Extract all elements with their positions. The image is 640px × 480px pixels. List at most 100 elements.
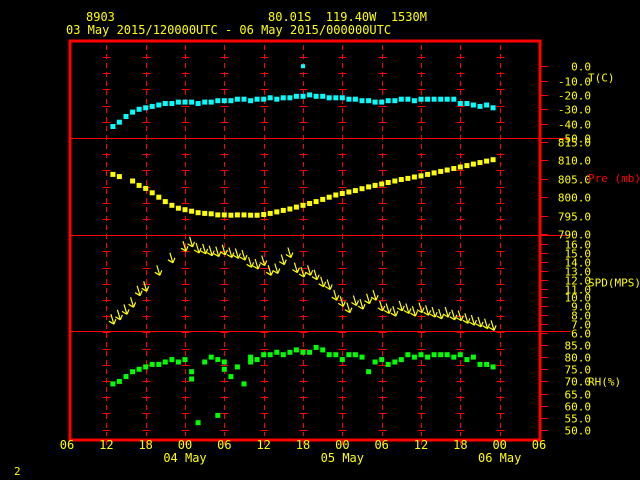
wind-arrow-glyph — [213, 246, 222, 258]
wind-arrow-glyph — [442, 306, 451, 318]
y-tick-label: 65.0 — [565, 389, 592, 402]
data-point — [320, 347, 326, 353]
data-point — [175, 205, 181, 211]
wind-arrow-glyph — [115, 309, 123, 321]
y-tick-label: 80.0 — [565, 352, 592, 365]
data-point — [307, 92, 313, 98]
wind-arrow-glyph — [429, 306, 438, 318]
wind-arrow — [259, 255, 268, 267]
x-tick-label: 00 — [335, 438, 349, 452]
panel-label-relative_humidity: RH(%) — [588, 376, 621, 389]
wind-arrow — [462, 313, 471, 324]
data-point — [254, 357, 260, 363]
data-point — [267, 352, 273, 358]
data-point — [359, 98, 365, 104]
wind-arrow-glyph — [239, 249, 248, 261]
data-point — [457, 101, 463, 106]
wind-arrow-glyph — [475, 316, 484, 328]
data-point — [293, 347, 299, 353]
data-point — [267, 95, 273, 101]
data-point — [234, 212, 240, 218]
wind-arrow-glyph — [331, 290, 340, 301]
data-point — [130, 369, 136, 375]
data-point — [307, 201, 313, 206]
data-point — [123, 374, 129, 380]
wind-arrow — [482, 318, 491, 330]
data-point — [339, 191, 345, 196]
data-point — [457, 352, 463, 358]
wind-arrow-glyph — [219, 244, 228, 256]
wind-arrow-glyph — [488, 320, 497, 331]
data-point — [175, 359, 181, 365]
wind-arrow — [233, 248, 241, 259]
data-point — [136, 106, 142, 112]
data-point — [136, 182, 142, 188]
data-point — [398, 357, 404, 363]
data-point — [339, 357, 345, 363]
data-point — [372, 99, 378, 105]
data-point — [169, 202, 175, 208]
x-tick-label: 12 — [414, 438, 428, 452]
data-point — [293, 204, 299, 210]
y-tick-label: 6.0 — [571, 328, 591, 341]
y-tick-label: 12.0 — [565, 275, 592, 288]
x-date-label: 05 May — [321, 451, 364, 465]
y-tick-label: 70.0 — [565, 376, 592, 389]
data-point — [444, 96, 450, 102]
data-point — [300, 349, 306, 355]
wind-arrow — [383, 303, 392, 315]
station-id: 8903 — [86, 10, 115, 24]
data-point — [241, 381, 247, 387]
series-pressure — [110, 157, 496, 218]
y-tick-label: -10.0 — [558, 76, 591, 89]
data-point — [307, 349, 313, 355]
wind-arrow — [213, 246, 222, 258]
data-point — [366, 184, 372, 190]
data-point — [248, 212, 254, 218]
data-point — [418, 173, 424, 179]
data-point — [411, 98, 417, 104]
data-point — [228, 374, 234, 380]
wind-arrow — [469, 314, 477, 326]
data-point — [208, 99, 214, 105]
data-point — [444, 167, 450, 173]
wind-arrow — [442, 306, 451, 318]
data-point — [228, 212, 234, 218]
data-point — [392, 178, 398, 184]
data-point — [411, 174, 417, 180]
wind-arrow — [403, 303, 412, 315]
x-tick-label: 18 — [138, 438, 152, 452]
data-point — [195, 420, 201, 426]
wind-arrow-glyph — [416, 302, 425, 314]
wind-arrow-glyph — [462, 313, 471, 324]
wind-arrow — [219, 244, 228, 256]
data-point — [431, 170, 437, 176]
outlier-point — [301, 64, 305, 69]
data-point — [372, 182, 378, 188]
y-tick-label: 60.0 — [565, 401, 592, 414]
data-point — [162, 359, 168, 365]
wind-arrow-glyph — [423, 305, 432, 316]
y-tick-label: 0.0 — [571, 61, 591, 74]
wind-arrow — [187, 236, 196, 248]
y-tick-label: 7.0 — [571, 319, 591, 332]
data-point — [234, 364, 240, 370]
data-point — [418, 96, 424, 102]
wind-arrow-glyph — [187, 236, 196, 248]
panel-label-temperature: T(C) — [588, 72, 615, 85]
wind-arrow — [180, 241, 189, 252]
data-point — [189, 369, 195, 375]
data-point — [484, 102, 490, 108]
data-point — [398, 96, 404, 102]
data-point — [169, 357, 175, 363]
data-point — [162, 199, 168, 205]
wind-arrow — [436, 308, 445, 320]
data-point — [241, 96, 247, 102]
x-tick-label: 06 — [217, 438, 231, 452]
wind-arrow-glyph — [121, 304, 130, 315]
data-point — [320, 93, 326, 99]
wind-arrow-glyph — [180, 241, 189, 252]
data-point — [490, 364, 496, 370]
data-point — [228, 98, 234, 104]
